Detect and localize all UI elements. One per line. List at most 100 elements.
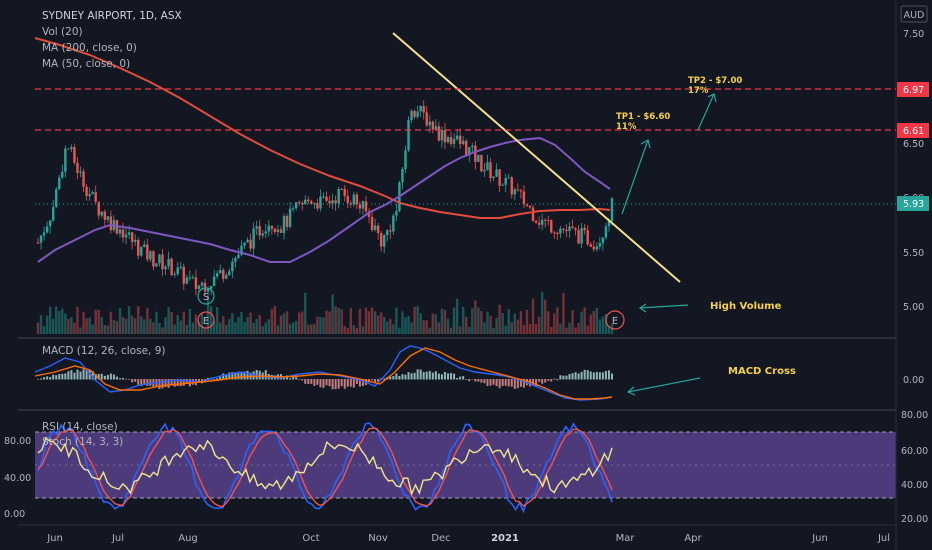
volume-bar xyxy=(434,314,438,334)
macd-histogram-bar xyxy=(176,379,179,387)
volume-bar xyxy=(39,315,43,334)
macd-histogram-bar xyxy=(571,373,574,380)
macd-histogram-bar xyxy=(134,379,137,382)
volume-bar xyxy=(401,311,404,334)
volume-bar xyxy=(112,320,116,334)
macd-histogram-bar xyxy=(535,379,538,386)
macd-histogram-bar xyxy=(589,371,592,380)
candle-body xyxy=(525,204,529,206)
macd-cross-label: MACD Cross xyxy=(728,366,796,377)
macd-histogram-bar xyxy=(389,376,392,380)
legend-rsi[interactable]: RSI (14, close) xyxy=(42,421,118,433)
price-tick-5-50: 5.50 xyxy=(903,248,924,259)
volume-bar xyxy=(340,309,343,334)
legend-volume[interactable]: Vol (20) xyxy=(42,26,83,38)
candle-body xyxy=(85,186,88,197)
macd-histogram-bar xyxy=(340,379,343,387)
candle-body xyxy=(492,176,495,179)
candle-body xyxy=(553,232,556,234)
volume-bar xyxy=(146,308,149,334)
candle-body xyxy=(301,203,304,205)
macd-histogram-bar xyxy=(52,374,55,380)
candle-body xyxy=(106,216,110,220)
volume-bar xyxy=(258,315,261,334)
macd-histogram-bar xyxy=(577,373,580,380)
volume-bar xyxy=(288,324,292,334)
candle-body xyxy=(325,196,328,201)
candle-body xyxy=(237,254,240,259)
candle-body xyxy=(595,246,599,250)
macd-histogram-bar xyxy=(55,375,58,380)
volume-bar xyxy=(498,304,501,334)
symbol-title[interactable]: SYDNEY AIRPORT, 1D, ASX xyxy=(42,10,182,22)
candle-body xyxy=(118,229,122,234)
volume-bar xyxy=(571,310,574,334)
volume-bar xyxy=(228,318,231,334)
candle-body xyxy=(443,129,447,143)
volume-bar xyxy=(480,311,483,334)
candle-body xyxy=(76,162,79,173)
macd-histogram-bar xyxy=(228,372,231,380)
volume-bar xyxy=(586,325,589,334)
volume-bar xyxy=(194,314,198,334)
volume-bar xyxy=(219,322,222,334)
volume-bar xyxy=(452,307,456,334)
earnings-marker-2[interactable] xyxy=(605,310,625,330)
macd-histogram-bar xyxy=(346,379,349,387)
volume-bar xyxy=(164,317,167,334)
candle-body xyxy=(367,211,371,217)
volume-bar xyxy=(376,315,380,334)
volume-bar xyxy=(531,298,535,334)
volume-bar xyxy=(425,320,428,334)
legend-ma200[interactable]: MA (200, close, 0) xyxy=(42,42,137,54)
macd-histogram-bar xyxy=(73,372,76,380)
macd-histogram-bar xyxy=(225,375,228,380)
candle-body xyxy=(273,228,277,232)
legend-macd[interactable]: MACD (12, 26, close, 9) xyxy=(42,345,165,357)
volume-bar xyxy=(67,318,70,334)
candle-body xyxy=(389,230,392,232)
macd-histogram-bar xyxy=(383,378,386,380)
macd-histogram-bar xyxy=(374,379,377,382)
legend-ma50[interactable]: MA (50, close, 0) xyxy=(42,58,130,70)
macd-histogram-bar xyxy=(170,379,173,386)
volume-bar xyxy=(121,317,125,334)
earnings-marker-1[interactable] xyxy=(197,311,215,329)
candle-body xyxy=(310,201,313,204)
rsi-band xyxy=(35,432,896,498)
legend-stoch[interactable]: Stoch (14, 3, 3) xyxy=(42,436,123,448)
high-volume-arrowhead xyxy=(638,303,647,313)
volume-bar xyxy=(167,307,170,334)
candle-body xyxy=(373,225,377,230)
volume-bar xyxy=(386,321,389,334)
volume-bar xyxy=(243,321,246,334)
volume-bar xyxy=(583,307,586,334)
volume-bar xyxy=(322,317,325,334)
candle-body xyxy=(36,242,40,244)
macd-histogram-bar xyxy=(331,379,334,390)
volume-bar xyxy=(404,317,407,334)
currency-button[interactable] xyxy=(900,5,928,23)
macd-histogram-bar xyxy=(547,379,550,381)
candle-body xyxy=(461,140,465,145)
candle-body xyxy=(349,203,353,205)
candle-body xyxy=(340,188,343,190)
candle-body xyxy=(419,105,422,112)
candle-body xyxy=(176,267,179,275)
volume-bar xyxy=(492,327,495,334)
macd-histogram-bar xyxy=(601,372,604,380)
candle-body xyxy=(179,266,182,268)
volume-bar xyxy=(398,327,401,334)
volume-bar xyxy=(486,311,489,334)
volume-bar xyxy=(577,323,580,334)
macd-histogram-bar xyxy=(316,379,319,385)
split-marker[interactable] xyxy=(197,287,215,305)
macd-histogram-bar xyxy=(465,379,468,380)
volume-bar xyxy=(337,307,340,334)
volume-bar xyxy=(553,313,556,334)
price-tick-5-00: 5.00 xyxy=(903,302,924,313)
macd-histogram-bar xyxy=(592,372,595,380)
candlesticks xyxy=(36,100,614,296)
tp2-percent: 17% xyxy=(688,86,709,96)
